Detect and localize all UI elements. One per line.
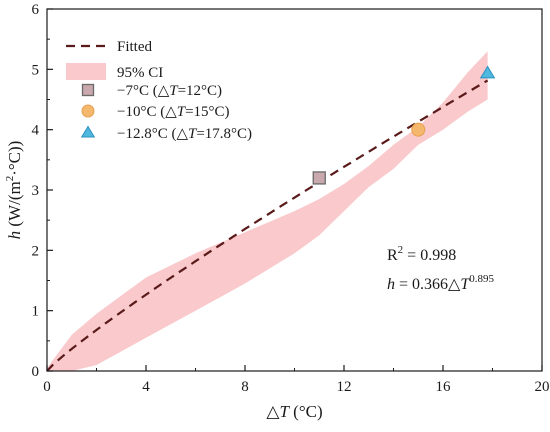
y-tick-label: 3	[32, 183, 40, 199]
data-point-layer	[312, 65, 496, 185]
x-tick-label: 12	[337, 379, 352, 395]
y-tick-label: 4	[32, 123, 40, 139]
y-tick-label: 5	[32, 62, 40, 78]
x-tick-label: 8	[241, 379, 249, 395]
x-axis-label: △T (°C)	[266, 402, 322, 421]
y-tick-label: 2	[32, 243, 40, 259]
legend-fit-label: Fitted	[117, 39, 153, 55]
legend-ci-label: 95% CI	[117, 65, 163, 81]
legend-marker-triangle	[80, 125, 96, 138]
legend: Fitted 95% CI −7°C (△T=12°C) −10°C (△T=15°C…	[66, 39, 252, 142]
y-axis-label: h (W/(m2·°C))	[4, 141, 24, 240]
legend-ci-swatch	[66, 63, 106, 80]
equation-annotation: h = 0.366△T0.895	[387, 273, 494, 293]
legend-series-label: −12.8°C (△T=17.8°C)	[117, 126, 252, 142]
legend-marker-circle	[81, 104, 95, 118]
r-squared-annotation: R2 = 0.998	[387, 244, 456, 264]
x-tick-label: 0	[43, 379, 51, 395]
y-tick-label: 0	[32, 364, 40, 380]
y-tick-label: 6	[32, 2, 40, 18]
ci-band-layer	[47, 51, 488, 371]
data-point-square	[312, 171, 326, 185]
data-point-circle	[411, 122, 426, 137]
x-tick-label: 4	[142, 379, 150, 395]
ci-band	[47, 51, 488, 371]
data-point-triangle	[479, 65, 496, 79]
x-tick-label: 20	[535, 379, 550, 395]
legend-series-label: −10°C (△T=15°C)	[117, 104, 230, 120]
y-tick-label: 1	[32, 304, 40, 320]
x-tick-label: 16	[436, 379, 452, 395]
legend-series-label: −7°C (△T=12°C)	[117, 83, 222, 99]
legend-marker-square	[81, 83, 95, 97]
